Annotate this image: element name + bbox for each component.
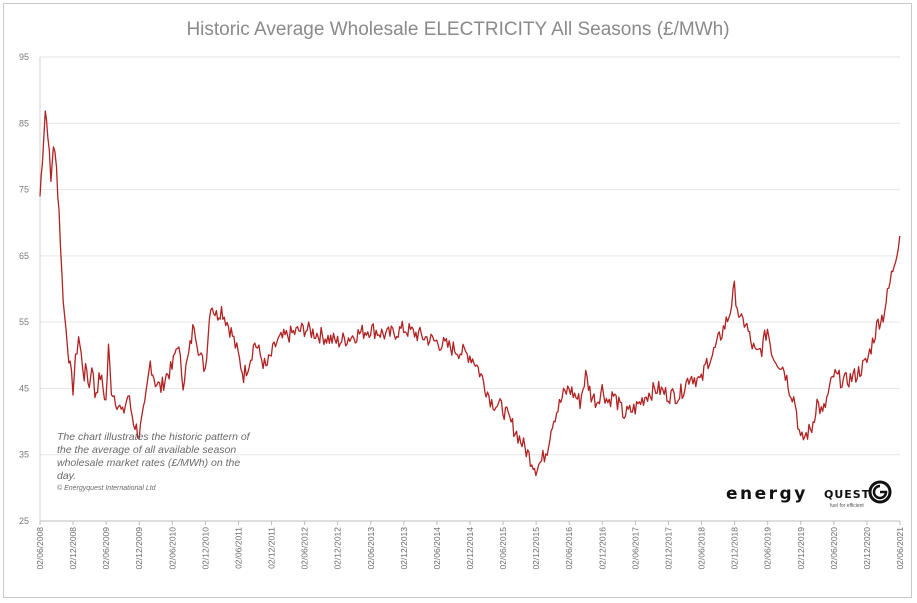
y-axis: 25 35 45 55 65 75 85 95 [19,52,29,526]
x-tick-label: 02/06/2008 [35,527,45,570]
chart-title: Historic Average Wholesale ELECTRICITY A… [186,19,729,40]
x-tick-label: 02/06/2021 [895,527,905,570]
x-tick-label: 02/12/2010 [200,527,210,570]
x-tick-label: 02/06/2017 [630,527,640,570]
y-tick-label: 65 [19,251,29,261]
y-tick-label: 35 [19,450,29,460]
x-tick-label: 02/06/2020 [829,527,839,570]
x-tick-label: 02/12/2020 [862,527,872,570]
logo-tagline: fuel for efficient [830,503,864,509]
x-tick-label: 02/06/2015 [498,527,508,570]
x-tick-label: 02/12/2014 [465,527,475,570]
x-tick-label: 02/06/2016 [564,527,574,570]
x-tick-label: 02/06/2011 [233,527,243,569]
y-tick-label: 45 [19,383,29,393]
y-tick-label: 75 [19,185,29,195]
annotation-text: The chart illustrates the historic patte… [57,431,250,482]
y-tick-label: 55 [19,317,29,327]
y-tick-label: 95 [19,52,29,62]
annotation-copyright: © Energyquest International Ltd [57,485,156,492]
energyquest-logo: energy QUEST fuel for efficient [726,476,896,516]
logo-swirl-icon [868,480,892,504]
chart-frame [3,3,912,598]
x-tick-label: 02/06/2014 [432,527,442,570]
x-tick-label: 02/12/2009 [134,527,144,570]
x-tick-label: 02/06/2009 [101,527,111,570]
series-line [39,110,901,477]
x-tick-label: 02/12/2015 [531,527,541,570]
x-tick-label: 02/12/2018 [730,527,740,570]
x-tick-label: 02/06/2012 [300,527,310,570]
y-tick-label: 85 [19,118,29,128]
x-tick-label: 02/06/2019 [763,527,773,570]
x-tick-label: 02/12/2019 [796,527,806,570]
x-tick-label: 02/12/2011 [267,527,277,569]
logo-word-quest: QUEST [824,488,871,501]
gridlines [39,56,900,522]
x-tick-label: 02/06/2010 [167,527,177,570]
chart-annotation: The chart illustrates the historic patte… [57,431,262,494]
x-tick-label: 02/12/2008 [68,527,78,570]
x-tick-label: 02/06/2013 [366,527,376,570]
x-tick-label: 02/12/2013 [399,527,409,570]
y-tick-label: 25 [19,516,29,526]
logo-word: energy [726,484,808,504]
x-tick-label: 02/12/2012 [333,527,343,570]
x-tick-label: 02/12/2016 [597,527,607,570]
x-tick-label: 02/06/2018 [697,527,707,570]
x-tick-label: 02/12/2017 [663,527,673,570]
series-layer [39,110,901,477]
x-axis: 02/06/2008 02/12/2008 02/06/2009 02/12/2009… [35,521,905,570]
